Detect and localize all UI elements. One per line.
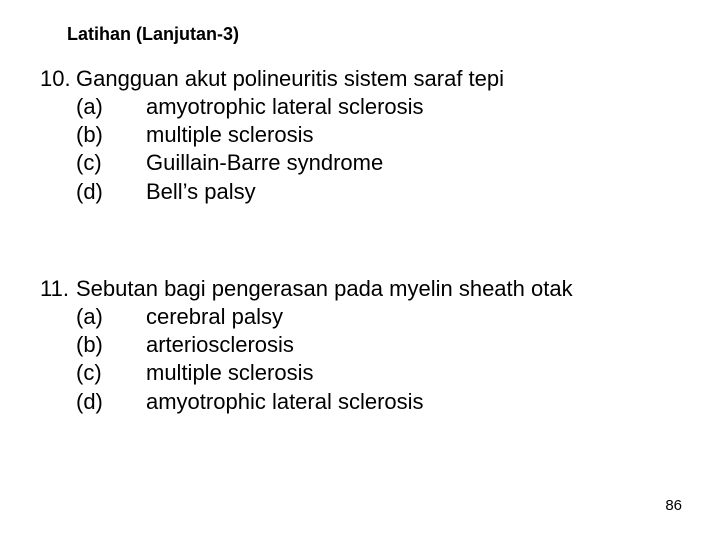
option-text: Guillain-Barre syndrome <box>146 149 383 177</box>
question-number: 11. <box>40 275 76 303</box>
option-b: (b)multiple sclerosis <box>76 121 504 149</box>
option-label: (a) <box>76 303 146 331</box>
option-text: multiple sclerosis <box>146 121 314 149</box>
option-a: (a)amyotrophic lateral sclerosis <box>76 93 504 121</box>
question-stem: Sebutan bagi pengerasan pada myelin shea… <box>76 276 573 301</box>
slide-page: Latihan (Lanjutan-3) 10. Gangguan akut p… <box>0 0 720 540</box>
option-label: (d) <box>76 388 146 416</box>
option-text: amyotrophic lateral sclerosis <box>146 93 424 121</box>
option-label: (c) <box>76 149 146 177</box>
option-text: multiple sclerosis <box>146 359 314 387</box>
option-label: (a) <box>76 93 146 121</box>
option-text: Bell’s palsy <box>146 178 256 206</box>
option-text: arteriosclerosis <box>146 331 294 359</box>
question-options: (a)amyotrophic lateral sclerosis (b)mult… <box>76 93 504 206</box>
option-d: (d)amyotrophic lateral sclerosis <box>76 388 573 416</box>
option-label: (c) <box>76 359 146 387</box>
option-c: (c)Guillain-Barre syndrome <box>76 149 504 177</box>
question-10: 10. Gangguan akut polineuritis sistem sa… <box>40 65 504 206</box>
question-body: Sebutan bagi pengerasan pada myelin shea… <box>76 275 573 416</box>
question-body: Gangguan akut polineuritis sistem saraf … <box>76 65 504 206</box>
question-number: 10. <box>40 65 76 93</box>
option-c: (c)multiple sclerosis <box>76 359 573 387</box>
option-label: (b) <box>76 331 146 359</box>
option-text: cerebral palsy <box>146 303 283 331</box>
option-label: (b) <box>76 121 146 149</box>
question-11: 11. Sebutan bagi pengerasan pada myelin … <box>40 275 573 416</box>
option-a: (a)cerebral palsy <box>76 303 573 331</box>
option-d: (d)Bell’s palsy <box>76 178 504 206</box>
page-number: 86 <box>665 497 682 514</box>
option-text: amyotrophic lateral sclerosis <box>146 388 424 416</box>
option-label: (d) <box>76 178 146 206</box>
question-stem: Gangguan akut polineuritis sistem saraf … <box>76 66 504 91</box>
option-b: (b)arteriosclerosis <box>76 331 573 359</box>
slide-title: Latihan (Lanjutan-3) <box>67 24 239 45</box>
question-options: (a)cerebral palsy (b)arteriosclerosis (c… <box>76 303 573 416</box>
